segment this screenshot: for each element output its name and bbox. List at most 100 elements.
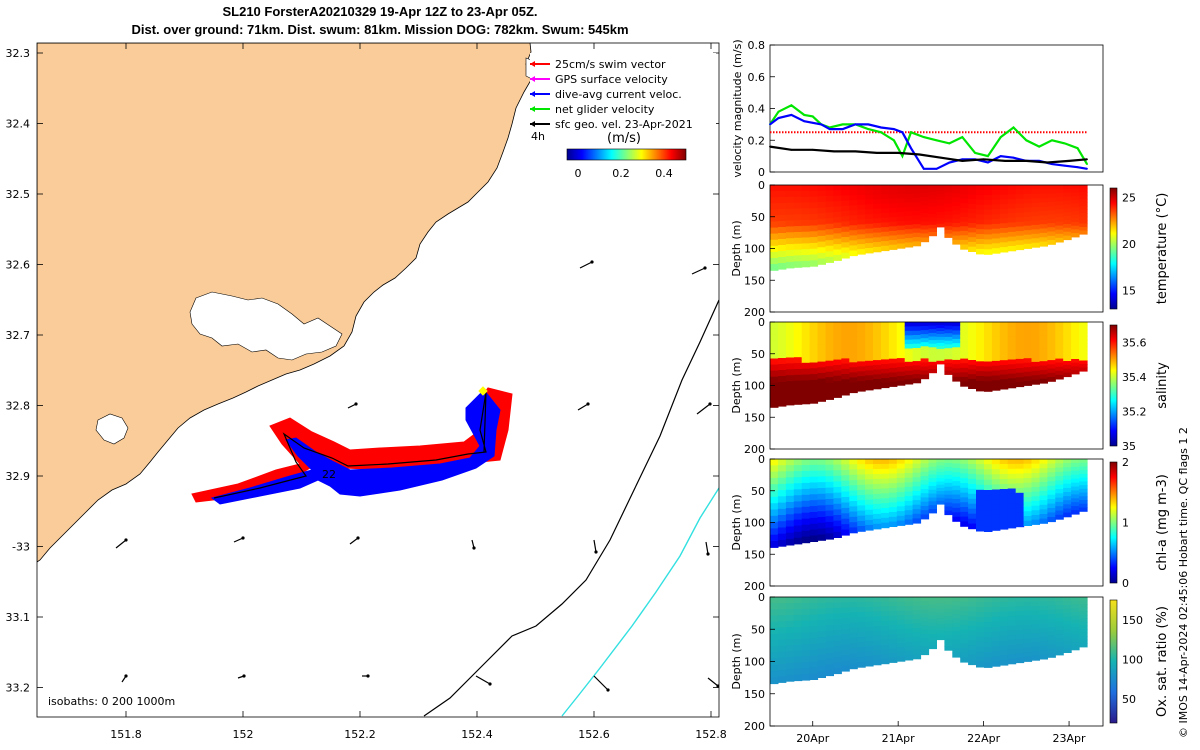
- section-cell: [841, 602, 850, 609]
- section-cell: [928, 478, 937, 483]
- section-cell: [896, 189, 906, 195]
- section-cell: [777, 459, 787, 466]
- section-cell: [1071, 370, 1080, 375]
- depth-ytick-label: 150: [744, 548, 765, 561]
- section-cell: [960, 363, 969, 369]
- section-cell: [1079, 353, 1088, 358]
- section-cell: [936, 188, 945, 192]
- section-cell: [984, 469, 993, 476]
- section-cell: [1015, 473, 1025, 479]
- section-cell: [1039, 378, 1048, 384]
- section-cell: [1015, 625, 1025, 631]
- section-cell: [1015, 194, 1025, 200]
- section-cell: [912, 224, 922, 229]
- section-cell: [976, 185, 985, 191]
- section-cell: [928, 206, 937, 211]
- section-cell: [928, 470, 937, 475]
- section-cell: [1031, 477, 1040, 483]
- section-cell: [1007, 383, 1017, 389]
- section-cell: [896, 203, 906, 209]
- section-cell: [1079, 621, 1088, 627]
- section-cell: [809, 632, 819, 639]
- section-cell: [777, 328, 787, 335]
- section-cell: [801, 536, 811, 544]
- section-cell: [785, 232, 795, 239]
- section-cell: [1039, 610, 1048, 616]
- section-cell: [952, 472, 961, 478]
- section-cell: [785, 220, 795, 227]
- section-cell: [770, 185, 779, 192]
- section-cell: [1007, 368, 1017, 375]
- section-cell: [825, 602, 834, 609]
- section-cell: [857, 520, 866, 527]
- section-cell: [1039, 463, 1048, 469]
- section-cell: [817, 367, 826, 374]
- section-cell: [1015, 629, 1025, 636]
- section-cell: [984, 464, 993, 470]
- section-cell: [991, 331, 1001, 338]
- section-cell: [1007, 635, 1017, 641]
- section-cell: [785, 244, 795, 251]
- section-cell: [793, 243, 803, 251]
- section-cell: [904, 198, 914, 204]
- section-cell: [801, 196, 811, 204]
- section-colorbar-tick: 2: [1122, 456, 1129, 469]
- section-cell: [785, 261, 795, 269]
- section-cell: [984, 602, 993, 608]
- section-cell: [1063, 341, 1072, 346]
- section-cell: [833, 238, 842, 245]
- section-cell: [777, 340, 787, 347]
- section-cell: [801, 638, 811, 645]
- legend-label: GPS surface velocity: [555, 73, 668, 86]
- section-cell: [952, 189, 961, 194]
- section-cell: [1031, 344, 1040, 350]
- section-cell: [849, 527, 858, 534]
- section-cell: [888, 492, 898, 499]
- section-cell: [809, 356, 819, 364]
- section-cell: [991, 370, 1001, 377]
- section-cell: [896, 619, 906, 626]
- section-cell: [952, 639, 961, 645]
- section-cell: [841, 518, 850, 525]
- section-cell: [833, 509, 842, 516]
- section-cell: [1031, 651, 1040, 657]
- section-cell: [888, 230, 898, 237]
- map-lon-tick-label: 152.4: [461, 728, 493, 741]
- section-cell: [849, 230, 858, 236]
- section-cell: [968, 246, 977, 252]
- section-cell: [793, 537, 803, 545]
- section-cell: [928, 358, 937, 363]
- velocity-series-point: [1012, 126, 1015, 129]
- section-cell: [960, 468, 969, 474]
- section-cell: [1023, 380, 1033, 386]
- section-cell: [1023, 487, 1033, 493]
- section-cell: [881, 331, 890, 337]
- section-cell: [817, 344, 826, 351]
- section-cell: [777, 645, 787, 653]
- section-cell: [857, 204, 866, 211]
- section-cell: [857, 515, 866, 522]
- section-cell: [770, 640, 779, 647]
- section-cell: [904, 229, 914, 235]
- section-cell: [896, 367, 906, 373]
- section-cell: [825, 366, 834, 373]
- section-cell: [801, 386, 811, 393]
- section-cell: [976, 656, 985, 663]
- section-cell: [1031, 370, 1040, 376]
- section-cell: [1055, 480, 1064, 486]
- velocity-series-point: [948, 161, 951, 164]
- section-cell: [849, 485, 858, 492]
- section-cell: [1071, 645, 1080, 651]
- section-cell: [825, 630, 834, 637]
- section-cell: [1071, 630, 1080, 636]
- section-cell: [1039, 322, 1048, 327]
- section-cell: [770, 503, 779, 511]
- section-cell: [1007, 473, 1017, 480]
- section-cell: [881, 350, 890, 356]
- section-cell: [944, 207, 953, 212]
- section-cell: [968, 630, 977, 637]
- section-cell: [1063, 212, 1072, 217]
- section-cell: [1031, 463, 1040, 469]
- section-cell: [1039, 193, 1048, 199]
- geo-velocity-arrow: [593, 675, 609, 691]
